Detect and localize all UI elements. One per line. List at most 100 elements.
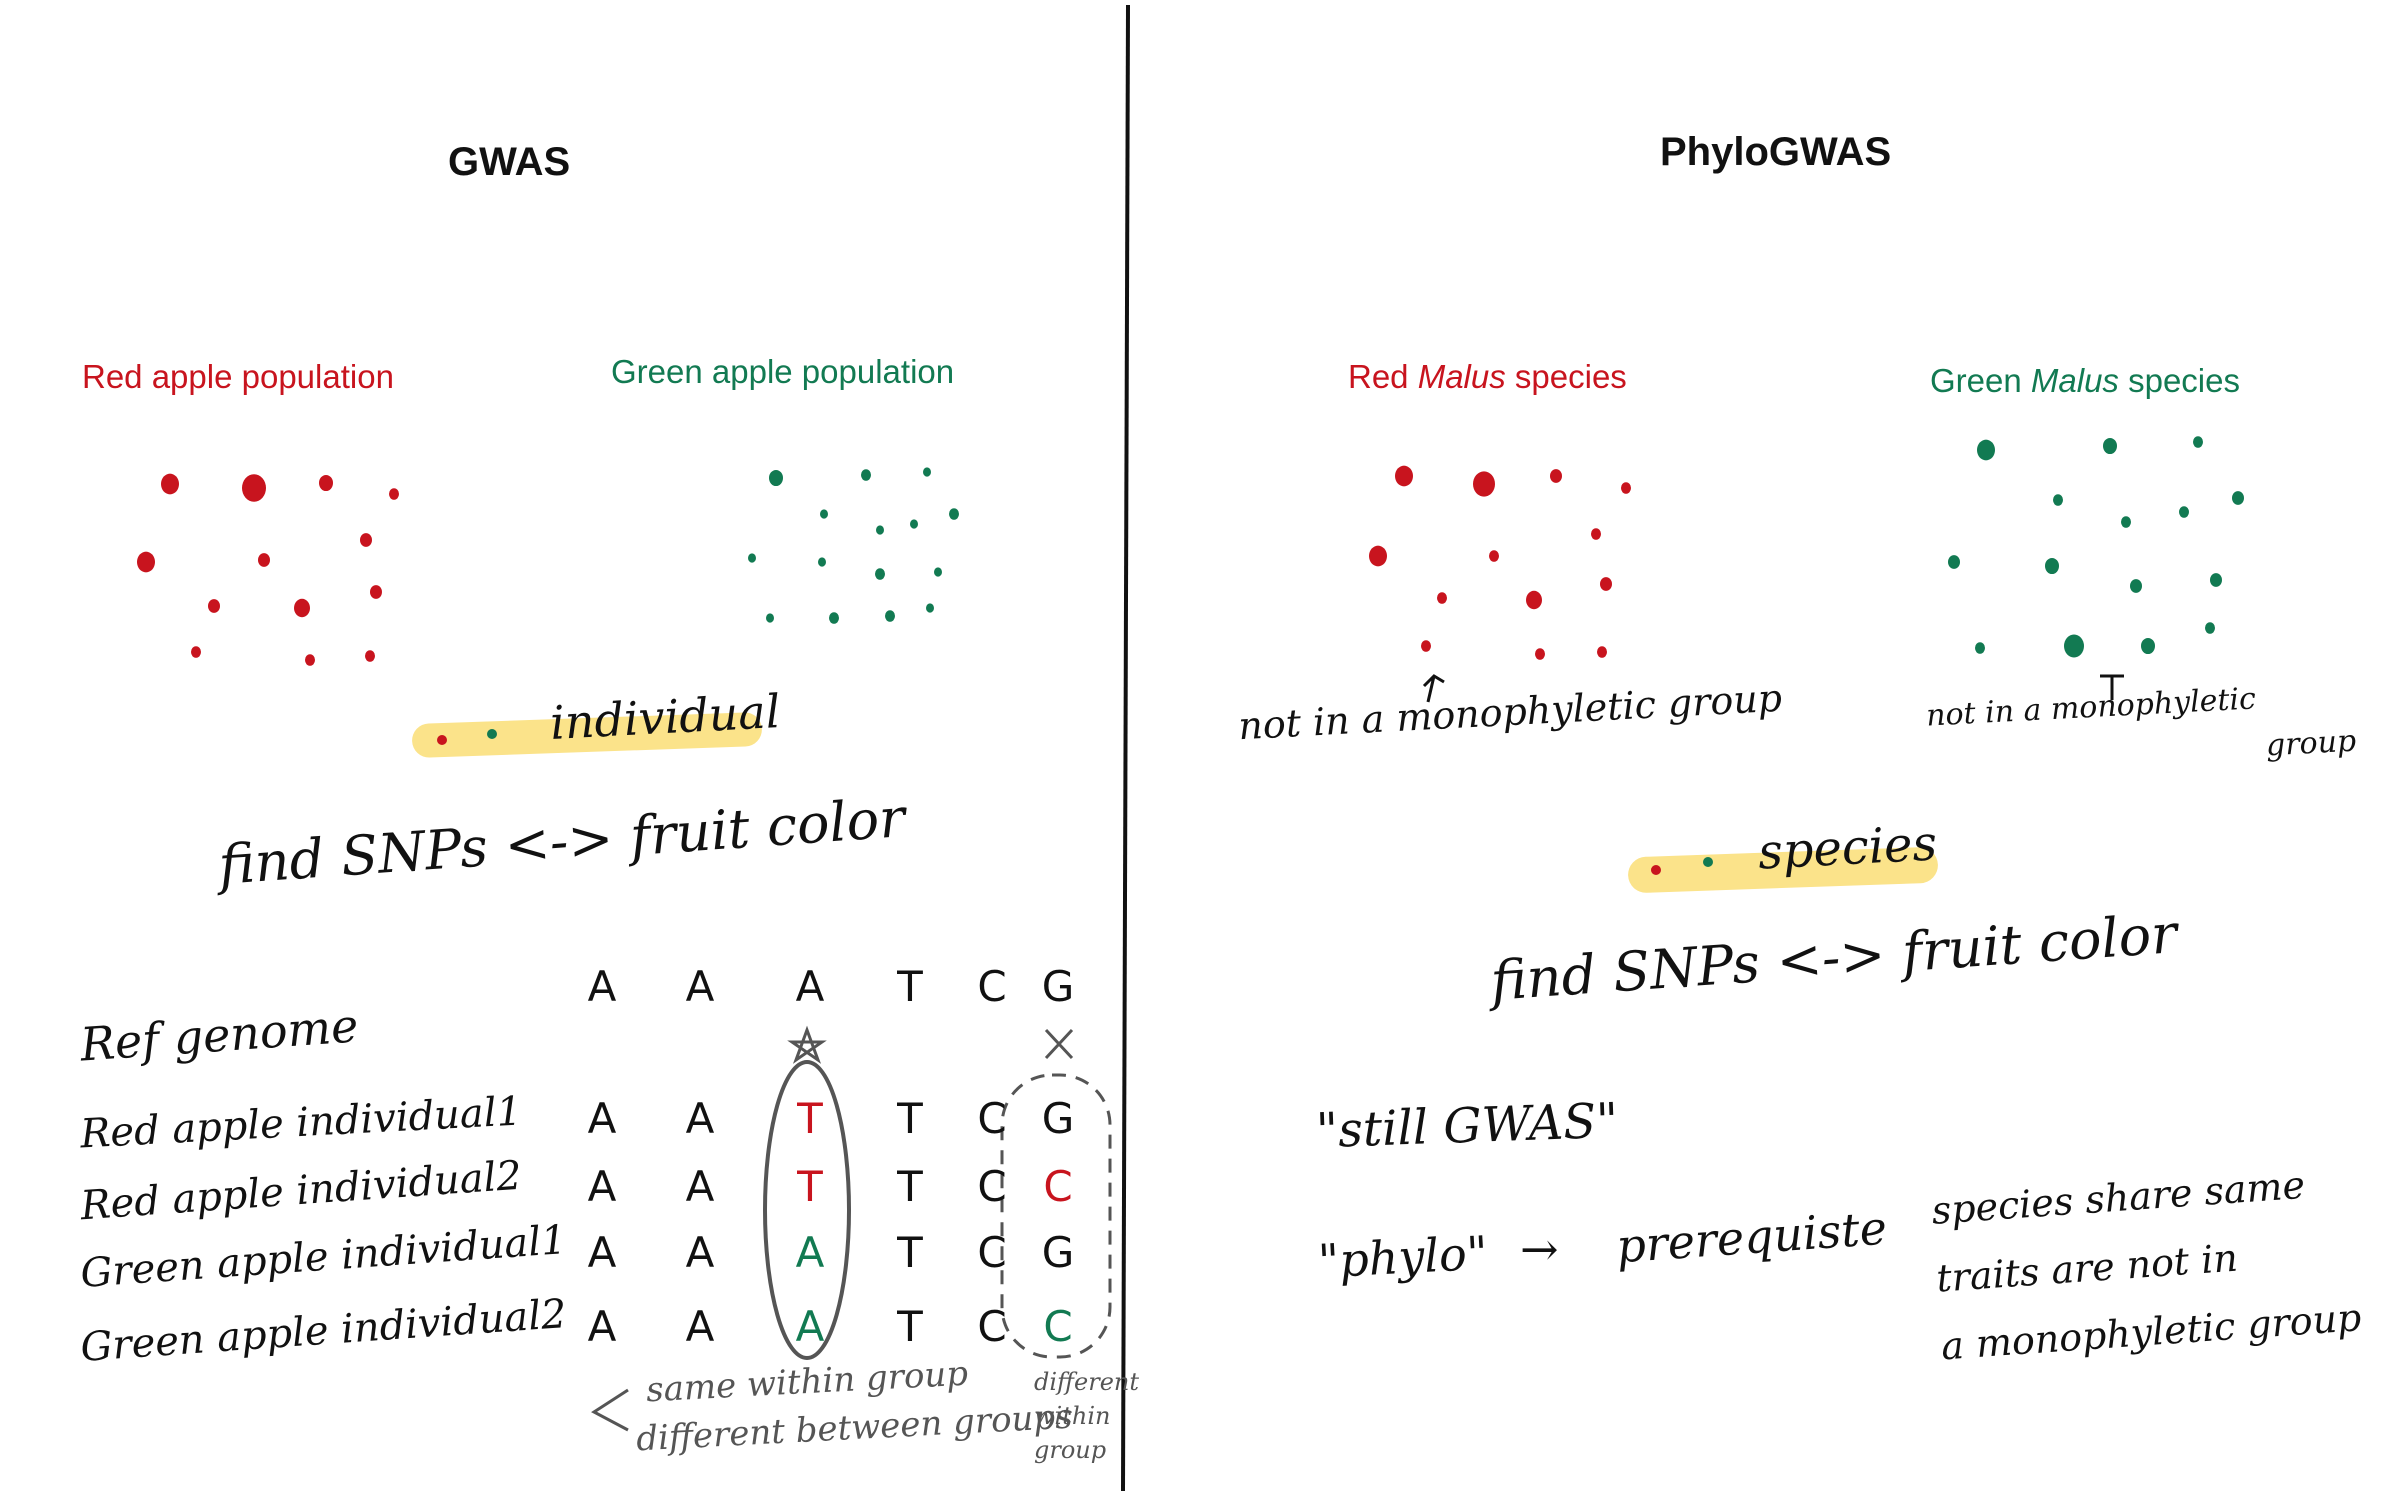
note-right-line-2: within	[1034, 1402, 1111, 1430]
ref-base: A	[685, 962, 715, 1011]
individual-base: T	[897, 1228, 923, 1277]
green-population-dot	[923, 467, 931, 477]
individual-base: A	[587, 1162, 617, 1211]
red-population-dot	[360, 533, 372, 547]
red-population-dot	[191, 646, 201, 658]
green-note-arrow	[2100, 674, 2124, 700]
green-species-dot	[2210, 573, 2222, 587]
red-species-dot	[1489, 550, 1499, 562]
green-population-dot	[885, 610, 895, 622]
phylogwas-title: PhyloGWAS	[1660, 130, 1892, 174]
green-species-dot	[1975, 642, 1985, 654]
red-species-label: Red Malus species	[1348, 358, 1627, 396]
red-species-dot	[1600, 577, 1612, 591]
individual-base: A	[685, 1094, 715, 1143]
green-population-dot	[876, 525, 884, 535]
green-species-dot	[2193, 436, 2203, 448]
green-species-dot	[1948, 555, 1960, 569]
ref-base: A	[795, 962, 825, 1011]
legend-green-dot-right	[1703, 857, 1713, 867]
still-gwas-text: "still GWAS"	[1315, 1092, 1620, 1160]
ref-base: A	[587, 962, 617, 1011]
green-species-dot	[2232, 491, 2244, 505]
individual-base: T	[897, 1302, 923, 1351]
x-mark-icon	[1044, 1028, 1074, 1060]
individual-base: C	[977, 1302, 1007, 1351]
individual-base: C	[1043, 1302, 1073, 1351]
individual-base: A	[795, 1228, 825, 1277]
individual-base: A	[685, 1228, 715, 1277]
individual-base: A	[587, 1228, 617, 1277]
notes-bracket	[591, 1388, 629, 1432]
green-species-post: species	[2118, 362, 2240, 399]
green-species-dot	[2121, 516, 2131, 528]
ref-base: C	[977, 962, 1007, 1011]
individual-base: C	[977, 1228, 1007, 1277]
red-species-dot	[1473, 471, 1495, 497]
red-species-dot	[1535, 648, 1545, 660]
green-species-note-line2: group	[2265, 723, 2357, 764]
individual-base: G	[1041, 1094, 1075, 1143]
green-species-dot	[2141, 637, 2155, 655]
individual-base: C	[1043, 1162, 1073, 1211]
individual-base: G	[1041, 1228, 1075, 1277]
red-species-dot	[1437, 592, 1447, 604]
green-population-dot	[949, 508, 959, 520]
red-species-genus: Malus	[1417, 358, 1506, 395]
red-population-dot	[242, 474, 266, 502]
red-species-dot	[1550, 469, 1562, 483]
individual-base: A	[795, 1302, 825, 1351]
red-species-dot	[1597, 646, 1607, 658]
red-population-dot	[365, 650, 375, 662]
green-population-dot	[818, 557, 826, 567]
red-population-dot	[370, 585, 382, 599]
red-population-label: Red apple population	[82, 358, 394, 395]
legend-red-dot-right	[1651, 865, 1661, 875]
green-species-dot	[2205, 622, 2215, 634]
individual-legend-highlight	[412, 712, 762, 758]
green-species-genus: Malus	[2030, 362, 2119, 399]
legend-green-dot	[487, 729, 497, 739]
species-legend-label: species	[1756, 815, 1939, 881]
green-species-dot	[2130, 579, 2142, 593]
individual-base: T	[797, 1094, 823, 1143]
green-population-dot	[766, 613, 774, 623]
green-species-label: Green Malus species	[1930, 362, 2240, 400]
red-population-dot	[305, 654, 315, 666]
phylo-arrow: →	[1520, 1222, 1559, 1276]
individual-base: A	[587, 1302, 617, 1351]
red-species-dot	[1591, 528, 1601, 540]
green-species-pre: Green	[1930, 362, 2031, 399]
ref-base: T	[897, 962, 923, 1011]
red-population-dot	[258, 553, 270, 567]
individual-base: A	[685, 1162, 715, 1211]
gwas-title: GWAS	[448, 140, 571, 184]
red-species-dot	[1395, 465, 1413, 487]
center-divider	[1121, 4, 1130, 1491]
individual-base: T	[797, 1162, 823, 1211]
green-species-dot	[2053, 494, 2063, 506]
snp-column-circle	[763, 1060, 851, 1360]
green-population-dot	[829, 612, 839, 624]
red-population-dot	[389, 488, 399, 500]
ref-base: G	[1041, 962, 1075, 1011]
green-species-dot	[1977, 439, 1995, 461]
green-species-dot	[2045, 557, 2059, 575]
green-population-dot	[820, 509, 828, 519]
green-population-dot	[748, 553, 756, 563]
red-population-dot	[137, 551, 155, 573]
individual-base: A	[587, 1094, 617, 1143]
green-species-dot	[2103, 437, 2117, 455]
individual-base: T	[897, 1094, 923, 1143]
green-species-dot	[2179, 506, 2189, 518]
red-species-dot	[1369, 545, 1387, 567]
green-population-dot	[910, 519, 918, 529]
dots-layer	[137, 436, 2244, 666]
note-different-within-group: different within group	[1034, 1365, 1144, 1467]
note-right-line-3: group	[1034, 1436, 1107, 1464]
red-species-dot	[1526, 590, 1542, 610]
note-right-line-1: different	[1034, 1368, 1140, 1396]
red-species-dot	[1621, 482, 1631, 494]
green-species-dot	[2064, 634, 2084, 658]
